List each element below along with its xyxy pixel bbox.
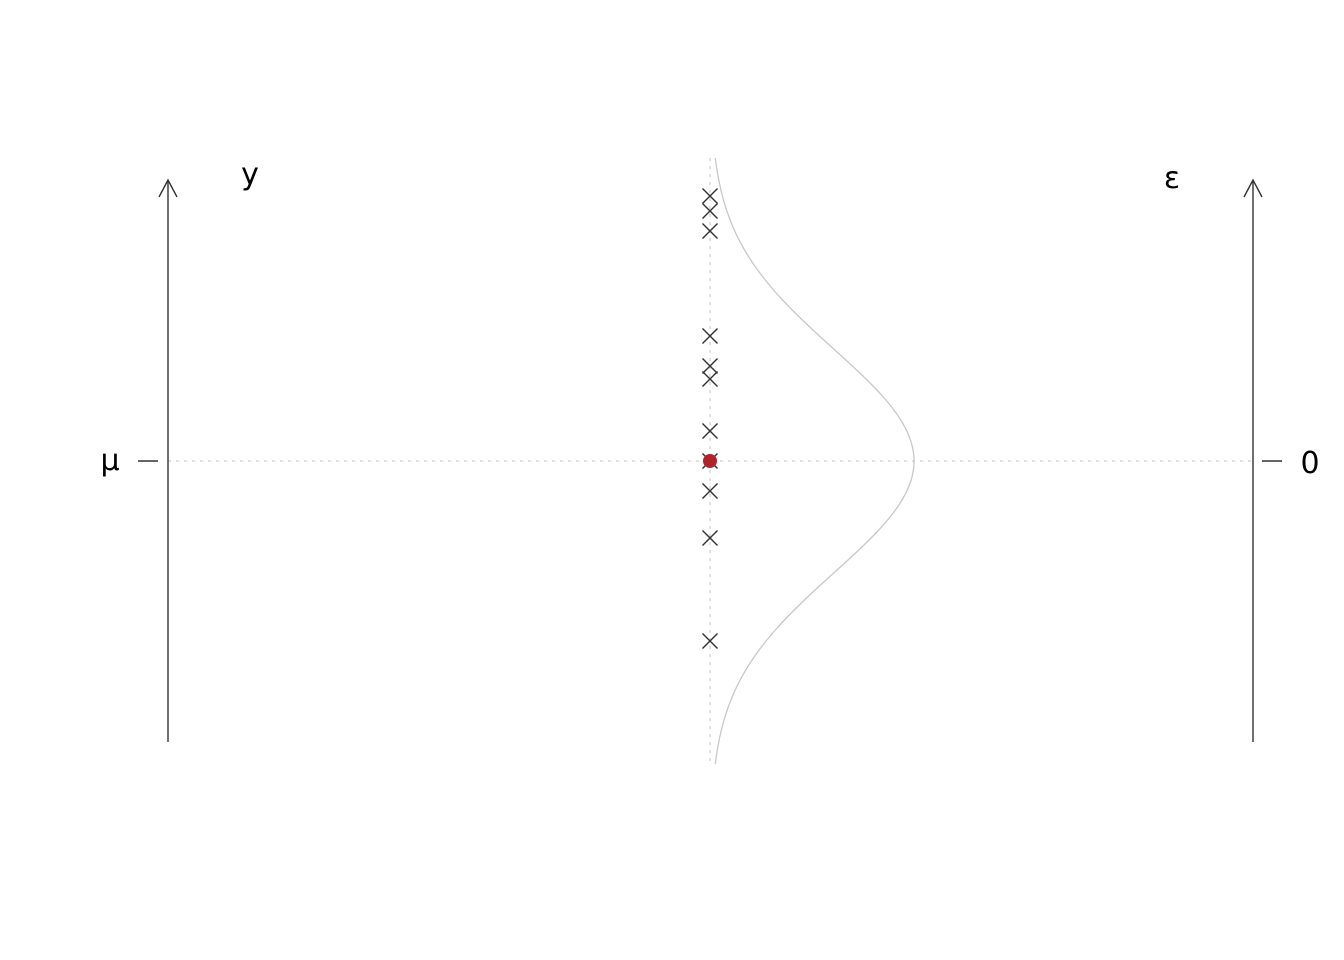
right-axis: 0 ε: [1164, 161, 1320, 742]
left-axis: μ y: [100, 157, 258, 742]
left-axis-tick-label: μ: [100, 443, 119, 478]
right-axis-tick-label: 0: [1300, 446, 1319, 481]
observation-cross: [703, 224, 718, 239]
observation-cross: [703, 329, 718, 344]
observation-cross: [703, 424, 718, 439]
observations-group: [703, 189, 718, 649]
right-axis-label: ε: [1164, 161, 1180, 196]
mean-point: [703, 454, 717, 468]
left-axis-label: y: [241, 157, 259, 192]
